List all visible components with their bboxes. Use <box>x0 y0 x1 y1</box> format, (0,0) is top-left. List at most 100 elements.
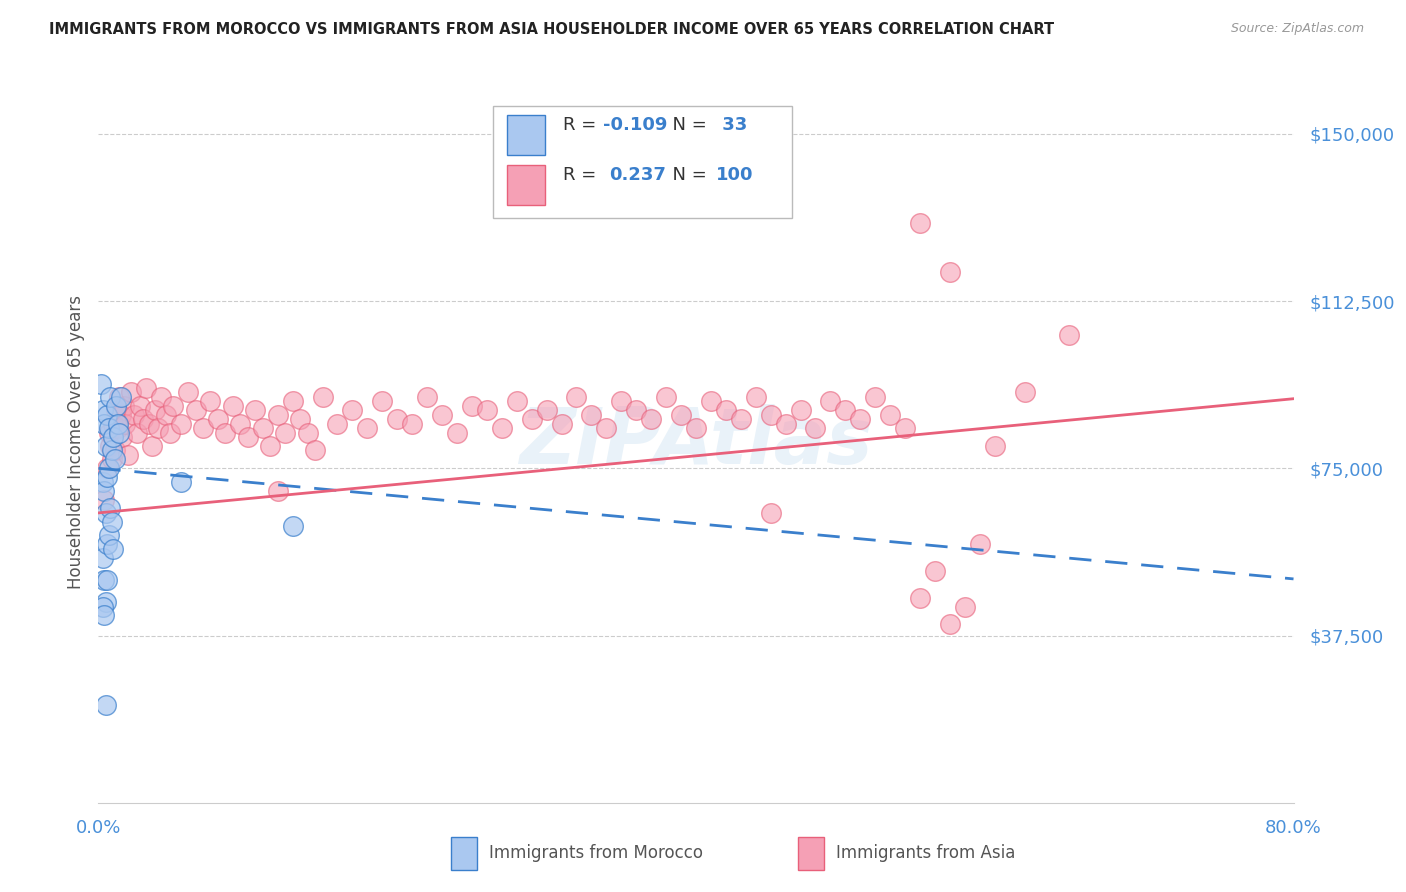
Point <box>143 403 166 417</box>
Point <box>141 439 163 453</box>
Point <box>759 408 782 422</box>
FancyBboxPatch shape <box>797 837 824 870</box>
Point <box>953 599 976 614</box>
Point <box>229 417 252 431</box>
Point <box>610 394 633 409</box>
Point <box>984 439 1007 453</box>
Point <box>108 425 131 440</box>
Point <box>162 399 184 413</box>
Point <box>789 403 811 417</box>
Point <box>461 399 484 413</box>
Point <box>236 430 259 444</box>
Point <box>879 408 901 422</box>
Point <box>120 385 142 400</box>
Point <box>96 461 118 475</box>
Point <box>91 599 114 614</box>
Point <box>820 394 842 409</box>
Point <box>214 425 236 440</box>
Point <box>274 425 297 440</box>
Point <box>834 403 856 417</box>
Point <box>101 515 124 529</box>
Point <box>93 483 115 498</box>
Point <box>536 403 558 417</box>
Point <box>1014 385 1036 400</box>
Point <box>97 421 120 435</box>
Point <box>96 470 118 484</box>
FancyBboxPatch shape <box>508 165 546 204</box>
Point <box>98 439 122 453</box>
Point <box>259 439 281 453</box>
Text: Immigrants from Asia: Immigrants from Asia <box>835 845 1015 863</box>
Point <box>105 399 128 413</box>
Point <box>326 417 349 431</box>
Point <box>245 403 267 417</box>
Point <box>342 403 364 417</box>
Point <box>111 430 134 444</box>
Point <box>148 421 170 435</box>
Point <box>200 394 222 409</box>
Point <box>138 417 160 431</box>
Point <box>112 399 135 413</box>
Point <box>700 394 723 409</box>
Point <box>939 265 962 279</box>
Point <box>475 403 498 417</box>
Point <box>714 403 737 417</box>
Point <box>103 541 125 556</box>
Point <box>267 483 290 498</box>
Point <box>155 408 177 422</box>
Point <box>969 537 991 551</box>
Point <box>150 390 173 404</box>
Text: Source: ZipAtlas.com: Source: ZipAtlas.com <box>1230 22 1364 36</box>
Point <box>297 425 319 440</box>
Point <box>581 408 603 422</box>
Point <box>103 417 125 431</box>
Point <box>107 421 129 435</box>
Point <box>104 452 127 467</box>
Point <box>506 394 529 409</box>
Point <box>207 412 229 426</box>
Point <box>159 425 181 440</box>
Point <box>745 390 768 404</box>
Text: Immigrants from Morocco: Immigrants from Morocco <box>489 845 703 863</box>
Point <box>127 425 149 440</box>
Point <box>101 443 124 458</box>
Point <box>98 390 122 404</box>
Point <box>93 417 115 431</box>
Point <box>110 390 132 404</box>
Point <box>595 421 617 435</box>
Point <box>91 475 114 489</box>
Point <box>97 425 120 440</box>
Point <box>565 390 588 404</box>
Text: R =: R = <box>564 166 607 184</box>
Point <box>281 394 304 409</box>
Y-axis label: Householder Income Over 65 years: Householder Income Over 65 years <box>66 294 84 589</box>
Text: IMMIGRANTS FROM MOROCCO VS IMMIGRANTS FROM ASIA HOUSEHOLDER INCOME OVER 65 YEARS: IMMIGRANTS FROM MOROCCO VS IMMIGRANTS FR… <box>49 22 1054 37</box>
Point <box>655 390 678 404</box>
Point <box>288 412 311 426</box>
Text: 100: 100 <box>716 166 754 184</box>
Point <box>865 390 887 404</box>
Point <box>103 430 125 444</box>
Point <box>385 412 409 426</box>
Point <box>124 408 146 422</box>
Point <box>550 417 572 431</box>
Point <box>98 501 122 516</box>
Point <box>939 617 962 632</box>
Point <box>104 443 127 458</box>
Point <box>110 408 132 422</box>
Point <box>169 475 191 489</box>
Point <box>924 564 946 578</box>
Point <box>91 550 114 565</box>
Point <box>177 385 200 400</box>
Point <box>117 448 139 462</box>
Point <box>114 417 136 431</box>
Point <box>640 412 662 426</box>
Point <box>108 390 131 404</box>
Point <box>908 591 931 605</box>
Point <box>849 412 872 426</box>
Point <box>135 381 157 395</box>
Point <box>430 408 453 422</box>
Point <box>730 412 752 426</box>
Point <box>371 394 394 409</box>
Point <box>97 461 120 475</box>
